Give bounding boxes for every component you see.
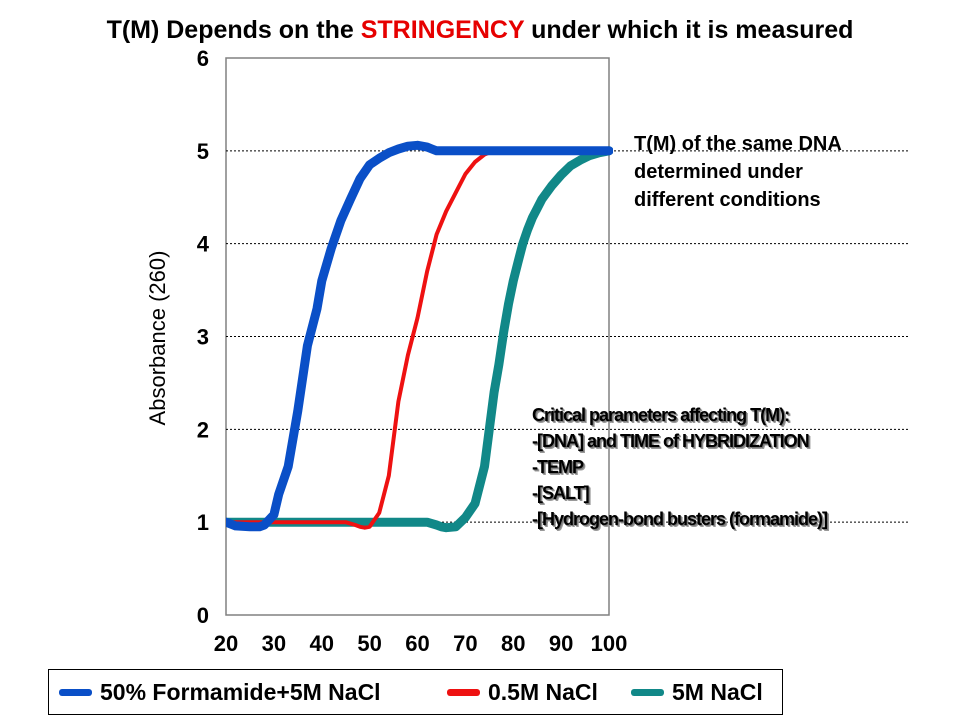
parameters-line-4: -[SALT] <box>532 483 590 503</box>
y-tick-label-3: 3 <box>197 325 209 350</box>
parameters-line-5: -[Hydrogen-bond busters (formamide)] <box>532 509 828 529</box>
y-tick-label-2: 2 <box>197 417 209 442</box>
side-note: T(M) of the same DNA determined under di… <box>634 130 842 214</box>
y-axis-label: Absorbance (260) <box>145 250 170 426</box>
legend-label-5m-nacl: 5M NaCl <box>672 678 763 705</box>
y-tick-label-4: 4 <box>197 232 210 257</box>
y-tick-label-1: 1 <box>197 510 209 535</box>
legend-label-05m-nacl: 0.5M NaCl <box>488 678 598 705</box>
legend-swatch-05m-nacl <box>447 688 480 696</box>
legend-swatch-formamide <box>59 688 92 696</box>
y-tick-label-6: 6 <box>197 46 209 71</box>
legend-item-05m-nacl: 0.5M NaCl <box>447 670 598 714</box>
x-tick-label-60: 60 <box>405 631 429 656</box>
x-tick-label-50: 50 <box>357 631 381 656</box>
title-highlight: STRINGENCY <box>360 16 525 44</box>
x-tick-label-90: 90 <box>549 631 573 656</box>
x-tick-label-70: 70 <box>453 631 477 656</box>
x-tick-label-20: 20 <box>214 631 238 656</box>
x-tick-label-100: 100 <box>591 631 628 656</box>
side-note-line-1: T(M) of the same DNA <box>634 133 842 155</box>
parameters-line-3: -TEMP <box>532 457 584 477</box>
parameters-line-1: Critical parameters affecting T(M): <box>532 405 790 425</box>
y-tick-label-5: 5 <box>197 139 209 164</box>
parameters-box: Critical parameters affecting T(M): -[DN… <box>532 402 828 532</box>
legend-item-formamide: 50% Formamide+5M NaCl <box>59 670 381 714</box>
legend: 50% Formamide+5M NaCl 0.5M NaCl 5M NaCl <box>48 669 783 715</box>
x-tick-label-30: 30 <box>262 631 286 656</box>
x-tick-label-80: 80 <box>501 631 525 656</box>
legend-label-formamide: 50% Formamide+5M NaCl <box>100 678 381 705</box>
chart-title: T(M) Depends on the STRINGENCY under whi… <box>0 16 960 45</box>
parameters-line-2: -[DNA] and TIME of HYBRIDIZATION <box>532 431 810 451</box>
title-suffix: under which it is measured <box>524 16 854 44</box>
series-line-0 <box>226 140 613 532</box>
series-line-2 <box>226 146 613 533</box>
side-note-line-3: different conditions <box>634 189 821 211</box>
side-note-line-2: determined under <box>634 161 803 183</box>
legend-swatch-5m-nacl <box>631 688 664 696</box>
y-tick-label-0: 0 <box>197 603 209 628</box>
legend-item-5m-nacl: 5M NaCl <box>631 670 763 714</box>
title-prefix: T(M) Depends on the <box>106 16 361 44</box>
x-tick-label-40: 40 <box>310 631 334 656</box>
